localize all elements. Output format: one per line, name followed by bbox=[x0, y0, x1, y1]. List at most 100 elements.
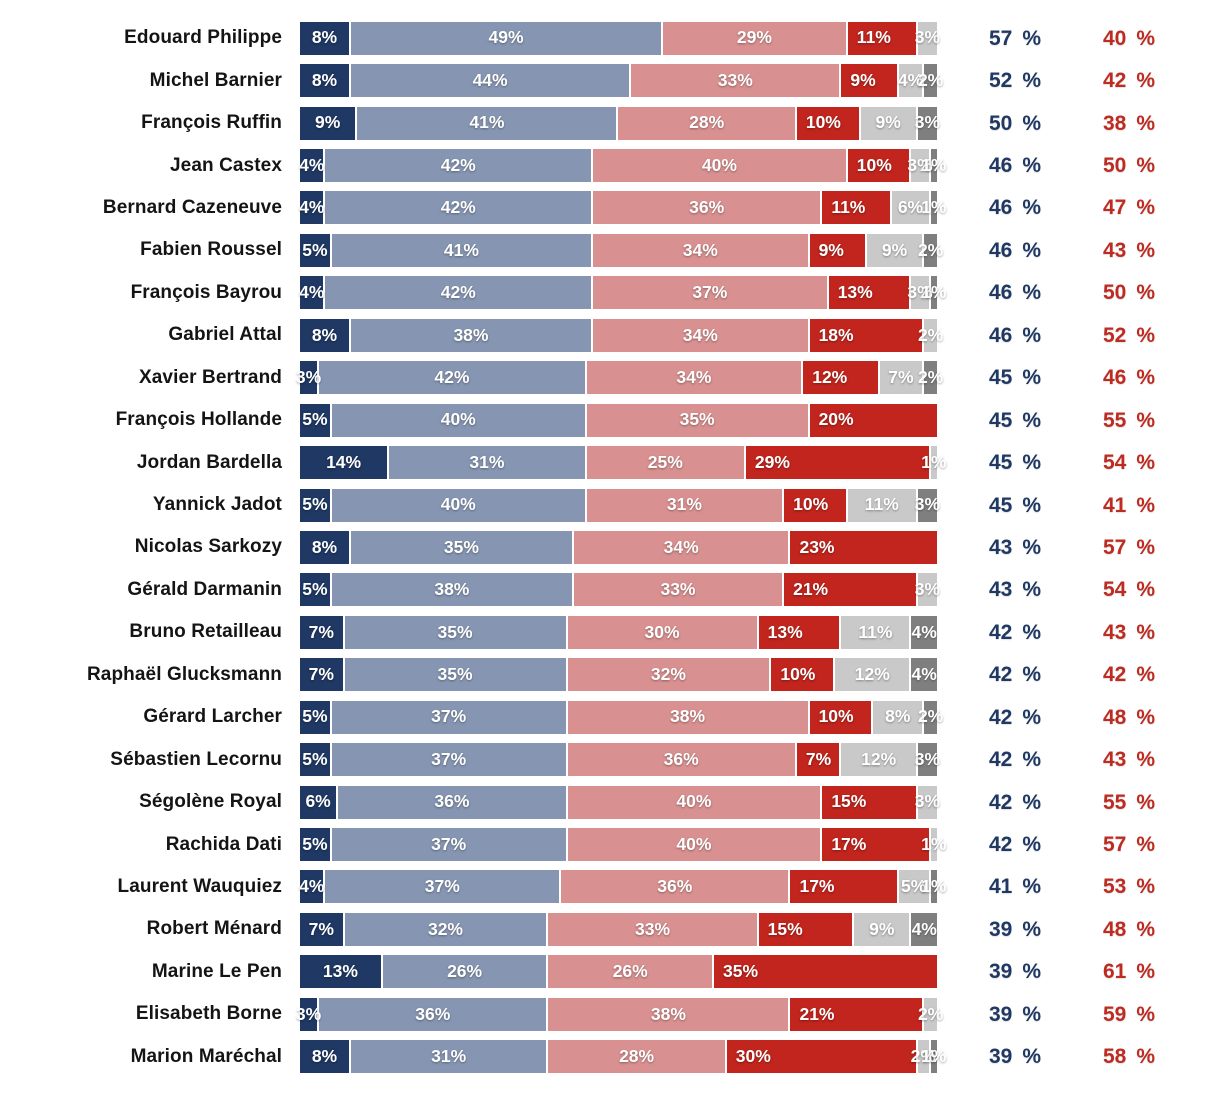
stacked-bar: 5% 41% 34% 9% 9% 2% bbox=[300, 233, 943, 267]
red-total-percent-sign: % bbox=[1136, 578, 1155, 602]
politician-row: Elisabeth Borne 3% 36% 38% 21% 2% 39 % 59 % bbox=[0, 993, 1206, 1035]
segment-dark-blue: 5% bbox=[300, 403, 332, 437]
politician-name: François Ruffin bbox=[141, 112, 282, 134]
stacked-bar: 9% 41% 28% 10% 9% 3% bbox=[300, 106, 940, 140]
segment-steel-blue: 37% bbox=[331, 743, 568, 777]
favorable-total: 45 % bbox=[959, 495, 1041, 516]
segment-dark-red: 10% bbox=[796, 106, 861, 140]
red-total-value: 43 bbox=[1102, 748, 1127, 772]
segment-light-gray: 2% bbox=[918, 318, 943, 352]
favorable-total: 42 % bbox=[959, 664, 1041, 685]
unfavorable-total: 52 % bbox=[1073, 325, 1155, 346]
blue-total-value: 39 bbox=[988, 960, 1013, 984]
politician-name: Jean Castex bbox=[169, 154, 282, 176]
segment-label: 1% bbox=[921, 1045, 947, 1066]
segment-label: 12% bbox=[854, 664, 890, 685]
politician-name: Raphaël Glucksmann bbox=[86, 663, 282, 685]
politician-name: Sébastien Lecornu bbox=[110, 748, 282, 770]
blue-total-value: 50 bbox=[988, 111, 1013, 135]
red-total-value: 48 bbox=[1102, 705, 1127, 729]
segment-dark-red: 21% bbox=[784, 573, 918, 607]
segment-label: 12% bbox=[861, 748, 897, 769]
favorable-total: 39 % bbox=[959, 1004, 1041, 1025]
segment-label: 38% bbox=[670, 706, 706, 727]
favorable-total: 50 % bbox=[959, 113, 1041, 134]
segment-light-gray: 3% bbox=[915, 785, 940, 819]
red-total-value: 38 bbox=[1102, 111, 1127, 135]
stacked-bar: 5% 40% 31% 10% 11% 3% bbox=[300, 488, 940, 522]
red-total-value: 58 bbox=[1102, 1045, 1127, 1069]
blue-total-value: 43 bbox=[988, 578, 1013, 602]
segment-label: 2% bbox=[917, 706, 944, 727]
segment-steel-blue: 41% bbox=[357, 106, 619, 140]
red-total-value: 59 bbox=[1102, 1002, 1127, 1026]
politician-row: Raphaël Glucksmann 7% 35% 32% 10% 12% 4% 42 %… bbox=[0, 654, 1206, 696]
segment-label: 8% bbox=[885, 706, 911, 727]
stacked-bar: 4% 42% 36% 11% 6% 1% bbox=[299, 191, 946, 225]
favorable-total: 42 % bbox=[959, 707, 1041, 728]
unfavorable-total: 48 % bbox=[1073, 919, 1155, 940]
stacked-bar: 3% 36% 38% 21% 2% bbox=[296, 997, 943, 1031]
segment-label: 3% bbox=[914, 579, 941, 600]
segment-dark-red: 13% bbox=[758, 615, 842, 649]
segment-label: 44% bbox=[472, 69, 508, 90]
segment-steel-blue: 38% bbox=[331, 573, 574, 607]
segment-light-gray: 11% bbox=[841, 615, 912, 649]
segment-dark-blue: 7% bbox=[300, 658, 345, 692]
segment-label: 31% bbox=[431, 1045, 467, 1066]
red-total-percent-sign: % bbox=[1136, 281, 1155, 305]
segment-label: 9% bbox=[315, 112, 341, 133]
politician-row: Rachida Dati 5% 37% 40% 17% 1% 42 % 57 % bbox=[0, 823, 1206, 865]
segment-dark-blue: 4% bbox=[299, 276, 326, 310]
politician-name: Gérard Larcher bbox=[143, 706, 282, 728]
segment-label: 37% bbox=[692, 282, 728, 303]
stacked-bar: 5% 37% 40% 17% 1% bbox=[300, 828, 946, 862]
red-total-value: 61 bbox=[1102, 960, 1127, 984]
segment-label: 4% bbox=[299, 282, 325, 303]
blue-total-percent-sign: % bbox=[1022, 366, 1041, 390]
segment-label: 36% bbox=[657, 876, 693, 897]
red-total-percent-sign: % bbox=[1136, 620, 1155, 644]
segment-dark-blue: 3% bbox=[296, 361, 321, 395]
segment-label: 9% bbox=[850, 69, 876, 90]
segment-dark-red: 17% bbox=[790, 870, 899, 904]
blue-total-value: 43 bbox=[988, 535, 1013, 559]
politician-name: Rachida Dati bbox=[165, 833, 282, 855]
stacked-bar: 14% 31% 25% 29% 1% bbox=[300, 446, 946, 480]
unfavorable-total: 54 % bbox=[1073, 452, 1155, 473]
segment-label: 38% bbox=[650, 1003, 686, 1024]
politician-name: Ségolène Royal bbox=[139, 791, 282, 813]
segment-label: 40% bbox=[440, 494, 476, 515]
segment-steel-blue: 36% bbox=[338, 785, 568, 819]
segment-light-red: 34% bbox=[593, 318, 810, 352]
blue-total-percent-sign: % bbox=[1022, 26, 1041, 50]
stacked-bar: 8% 38% 34% 18% 2% bbox=[300, 318, 943, 352]
politician-row: Yannick Jadot 5% 40% 31% 10% 11% 3% 45 % 41 % bbox=[0, 484, 1206, 526]
red-total-value: 42 bbox=[1102, 663, 1127, 687]
segment-light-red: 29% bbox=[663, 21, 848, 55]
segment-steel-blue: 35% bbox=[344, 615, 568, 649]
politician-row: Fabien Roussel 5% 41% 34% 9% 9% 2% 46 % 43 % bbox=[0, 229, 1206, 271]
segment-steel-blue: 32% bbox=[344, 912, 549, 946]
segment-dark-red: 15% bbox=[758, 912, 855, 946]
segment-dark-blue: 8% bbox=[300, 21, 351, 55]
segment-label: 7% bbox=[308, 918, 334, 939]
blue-total-percent-sign: % bbox=[1022, 111, 1041, 135]
segment-light-red: 38% bbox=[548, 997, 791, 1031]
segment-dark-red: 17% bbox=[822, 828, 931, 862]
segment-label: 8% bbox=[311, 536, 338, 557]
segment-label: 35% bbox=[437, 621, 473, 642]
segment-label: 38% bbox=[434, 579, 470, 600]
politician-name: François Bayrou bbox=[130, 281, 282, 303]
blue-total-percent-sign: % bbox=[1022, 493, 1041, 517]
red-total-percent-sign: % bbox=[1136, 366, 1155, 390]
segment-label: 25% bbox=[647, 451, 683, 472]
segment-label: 3% bbox=[295, 366, 322, 387]
red-total-percent-sign: % bbox=[1136, 875, 1155, 899]
blue-total-percent-sign: % bbox=[1022, 535, 1041, 559]
segment-label: 21% bbox=[799, 1003, 835, 1024]
segment-label: 32% bbox=[427, 918, 463, 939]
unfavorable-total: 61 % bbox=[1073, 961, 1155, 982]
red-total-value: 55 bbox=[1102, 790, 1127, 814]
segment-label: 31% bbox=[666, 494, 702, 515]
